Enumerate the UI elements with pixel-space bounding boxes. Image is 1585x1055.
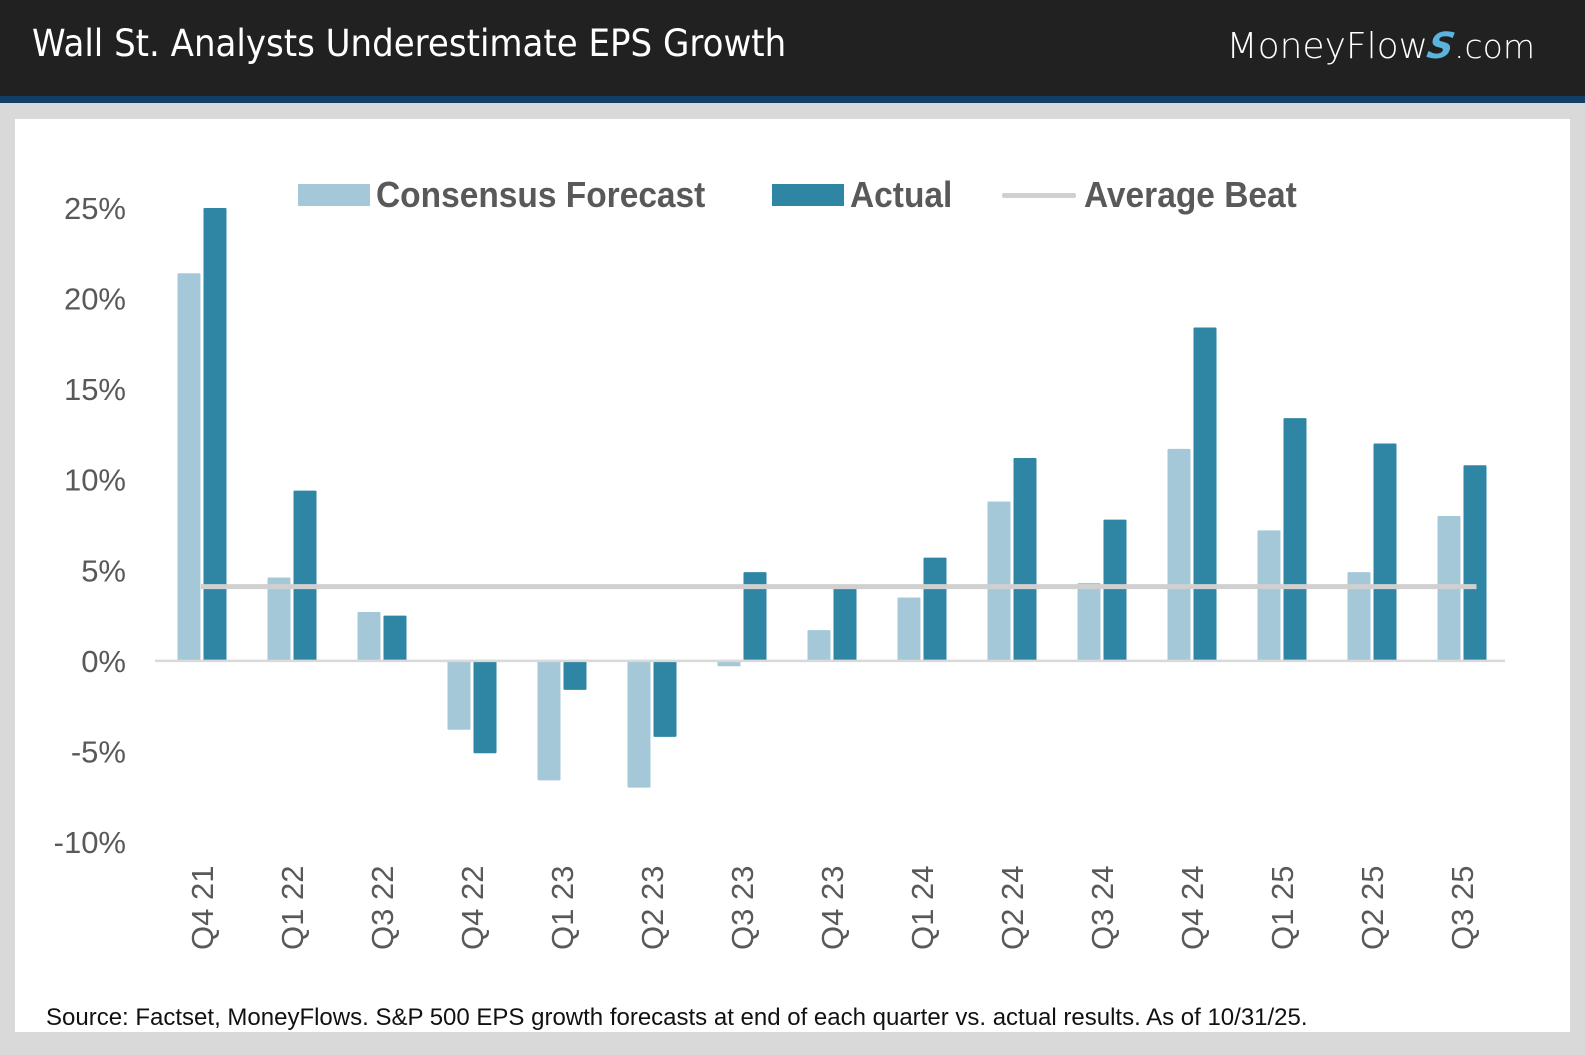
bar-forecast — [1077, 582, 1101, 661]
header-bar: Wall St. Analysts Underestimate EPS Grow… — [0, 0, 1585, 96]
bar-forecast — [807, 630, 831, 661]
y-tick-label: 20% — [64, 282, 126, 317]
bar-actual — [1463, 465, 1487, 661]
bar-forecast — [1167, 448, 1191, 661]
x-tick-label: Q3 24 — [1085, 866, 1120, 950]
x-tick-label: Q4 24 — [1175, 866, 1210, 950]
bars-group — [177, 208, 1487, 788]
bar-actual — [833, 586, 857, 661]
x-tick-label: Q1 25 — [1265, 866, 1300, 950]
legend-item-forecast: Consensus Forecast — [298, 174, 730, 216]
x-tick-label: Q4 21 — [185, 866, 220, 950]
bar-forecast — [987, 501, 1011, 661]
bar-actual — [563, 660, 587, 690]
x-tick-label: Q3 25 — [1445, 866, 1480, 950]
legend-item-actual: Actual — [772, 174, 960, 216]
x-tick-label: Q3 22 — [365, 866, 400, 950]
y-tick-label: 25% — [64, 191, 126, 226]
bar-forecast — [447, 660, 471, 730]
bar-actual — [1283, 418, 1307, 661]
chart-panel — [15, 119, 1570, 1032]
source-note: Source: Factset, MoneyFlows. S&P 500 EPS… — [46, 1004, 1308, 1031]
x-axis: Q4 21 Q1 22 Q3 22 Q4 22 Q1 23 Q2 23 Q3 23 Q4 23… — [185, 866, 1480, 950]
x-tick-label: Q2 25 — [1355, 866, 1390, 950]
bar-actual — [1103, 519, 1127, 661]
y-tick-label: -5% — [71, 734, 126, 769]
legend-line-average-beat — [1002, 192, 1077, 198]
bar-actual — [1193, 327, 1217, 661]
x-tick-label: Q1 24 — [905, 866, 940, 950]
bar-actual — [383, 615, 407, 661]
y-tick-label: 15% — [64, 372, 126, 407]
bar-actual — [203, 208, 227, 661]
logo-suffix: .com — [1454, 27, 1535, 66]
x-tick-label: Q2 23 — [635, 866, 670, 950]
legend-label-actual: Actual — [850, 174, 953, 215]
legend-label-forecast: Consensus Forecast — [376, 174, 706, 215]
bar-forecast — [177, 273, 201, 661]
logo-prefix: MoneyFlow — [1226, 26, 1429, 67]
bar-actual — [743, 572, 767, 661]
bar-forecast — [357, 611, 381, 661]
legend-label-average-beat: Average Beat — [1084, 174, 1297, 215]
bar-actual — [1373, 443, 1397, 661]
legend-swatch-actual — [772, 184, 845, 206]
bar-forecast — [1257, 530, 1281, 661]
moneyflows-logo[interactable]: MoneyFlow S .com — [1227, 26, 1535, 67]
bar-actual — [923, 557, 947, 661]
bar-forecast — [537, 660, 561, 781]
page-title: Wall St. Analysts Underestimate EPS Grow… — [32, 22, 787, 65]
x-tick-label: Q1 23 — [545, 866, 580, 950]
x-tick-label: Q4 23 — [815, 866, 850, 950]
header-stripe — [0, 96, 1585, 103]
bar-forecast — [1347, 572, 1371, 661]
chart-legend: Consensus Forecast Actual Average Beat — [298, 174, 1355, 216]
x-tick-label: Q2 24 — [995, 866, 1030, 950]
legend-swatch-forecast — [298, 184, 370, 206]
y-tick-label: 0% — [81, 644, 126, 679]
y-tick-label: -10% — [54, 825, 126, 860]
legend-item-average-beat: Average Beat — [1002, 174, 1313, 216]
bar-forecast — [627, 660, 651, 788]
bar-actual — [653, 660, 677, 737]
y-tick-label: 10% — [64, 463, 126, 498]
x-tick-label: Q4 22 — [455, 866, 490, 950]
bar-actual — [473, 660, 497, 754]
y-tick-label: 5% — [81, 553, 126, 588]
bar-actual — [1013, 457, 1037, 661]
x-tick-label: Q1 22 — [275, 866, 310, 950]
bar-actual — [293, 490, 317, 661]
bar-forecast — [897, 597, 921, 661]
bar-forecast — [267, 577, 291, 661]
x-tick-label: Q3 23 — [725, 866, 760, 950]
y-axis: 25% 20% 15% 10% 5% 0% -5% -10% — [54, 191, 126, 860]
bar-forecast — [717, 660, 741, 667]
